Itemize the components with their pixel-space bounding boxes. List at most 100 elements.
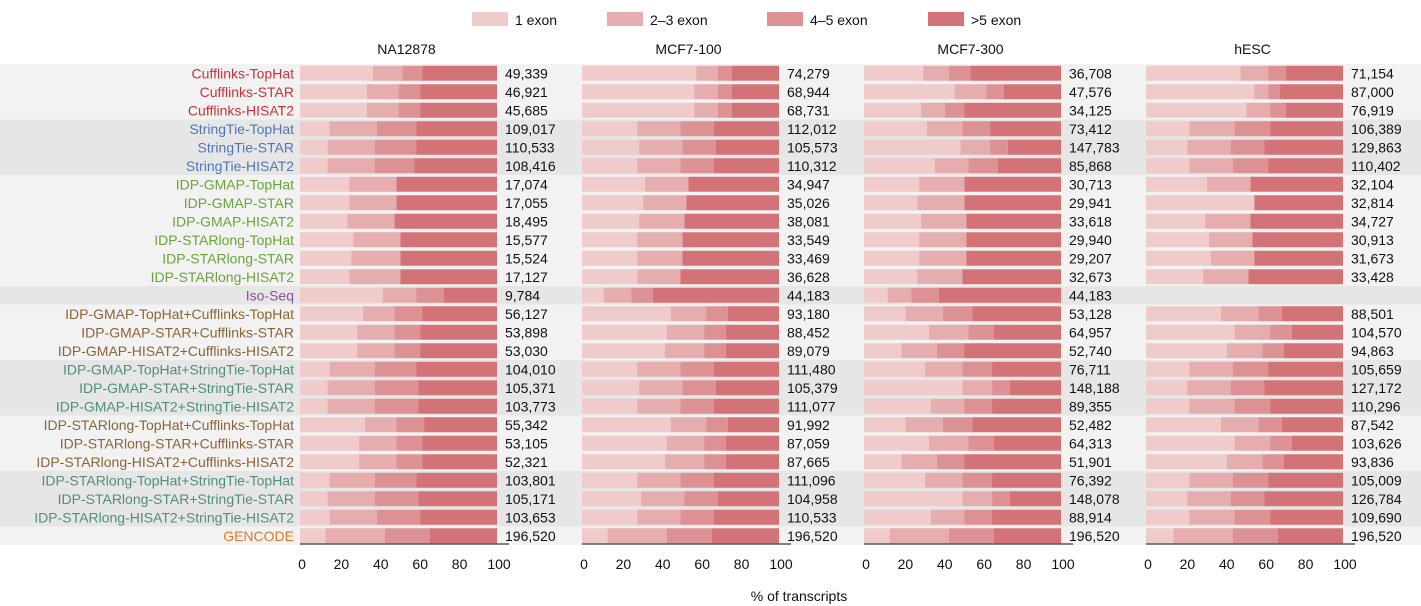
bar-segment [986, 84, 1004, 100]
bar-segment [696, 65, 718, 81]
bar-segment [713, 398, 779, 414]
bar-segment [666, 528, 713, 544]
value-label: 53,030 [505, 343, 548, 359]
bar-segment [992, 380, 1010, 396]
bar-segment [864, 139, 961, 155]
bar-segment [864, 195, 918, 211]
value-label: 103,801 [505, 472, 556, 488]
bar-segment [964, 398, 993, 414]
bar-segment [384, 528, 431, 544]
bar-segment [1146, 343, 1227, 359]
bar-segment [582, 380, 640, 396]
value-label: 47,576 [1069, 84, 1112, 100]
bar-segment [704, 435, 726, 451]
bar-segment [398, 102, 421, 118]
bar-segment [887, 287, 912, 303]
bar-segment [680, 361, 714, 377]
bar-segment [964, 195, 1061, 211]
bar-segment [731, 65, 779, 81]
bar-segment [1270, 324, 1292, 340]
x-tick-label: 80 [1298, 556, 1314, 572]
value-label: 53,898 [505, 324, 548, 340]
bar-segment [930, 398, 965, 414]
value-label: 34,727 [1351, 213, 1394, 229]
bar-segment [1254, 84, 1269, 100]
value-label: 196,520 [505, 528, 556, 544]
value-label: 110,296 [1351, 398, 1401, 414]
bar-segment [864, 324, 930, 340]
bar-segment [1009, 380, 1061, 396]
row-label: IDP-STARlong-STAR [162, 250, 294, 266]
bar-segment [1220, 306, 1259, 322]
value-label: 87,665 [787, 454, 830, 470]
bar-segment [300, 417, 366, 433]
value-label: 76,919 [1351, 102, 1394, 118]
bar-segment [300, 65, 373, 81]
bar-segment [925, 472, 963, 488]
x-tick-label: 100 [769, 556, 793, 572]
bar-segment [682, 380, 716, 396]
bar-segment [631, 287, 653, 303]
bar-segment [398, 84, 421, 100]
bar-segment [359, 435, 397, 451]
legend-item: >5 exon [928, 12, 1021, 28]
bar-segment [1146, 361, 1190, 377]
bar-segment [948, 65, 971, 81]
value-label: 109,017 [505, 121, 556, 137]
legend-swatch [928, 12, 964, 26]
bar-segment [1250, 176, 1343, 192]
bar-segment [420, 509, 497, 525]
x-tick-label: 0 [1144, 556, 1152, 572]
bar-segment [582, 509, 638, 525]
bar-segment [637, 250, 683, 266]
value-label: 34,947 [787, 176, 830, 192]
value-label: 87,059 [787, 435, 830, 451]
value-label: 110,533 [505, 139, 555, 155]
value-label: 105,659 [1351, 361, 1402, 377]
bar-segment [964, 343, 1061, 359]
value-label: 32,673 [1069, 269, 1112, 285]
bar-segment [582, 158, 638, 174]
bar-segment [1283, 343, 1343, 359]
bar-segment [917, 269, 963, 285]
bar-segment [376, 509, 421, 525]
value-label: 33,428 [1351, 269, 1394, 285]
bar-segment [1220, 417, 1259, 433]
value-label: 29,940 [1069, 232, 1112, 248]
row-label: IDP-GMAP-STAR+StringTie-STAR [79, 380, 294, 396]
bar-segment [1146, 306, 1221, 322]
bar-segment [962, 380, 993, 396]
bar-segment [717, 102, 732, 118]
value-label: 127,172 [1351, 380, 1402, 396]
x-tick-label: 80 [734, 556, 750, 572]
bar-segment [582, 213, 640, 229]
bar-segment [603, 287, 632, 303]
row-label: IDP-STARlong-HISAT2+Cufflinks-HISAT2 [36, 454, 294, 470]
bar-segment [966, 213, 1061, 229]
value-label: 17,055 [505, 195, 548, 211]
value-label: 32,814 [1351, 195, 1394, 211]
x-tick-label: 0 [862, 556, 870, 572]
bar-segment [372, 65, 403, 81]
row-label: IDP-GMAP-TopHat+StringTie-TopHat [63, 361, 294, 377]
bar-segment [682, 139, 716, 155]
bar-segment [300, 139, 328, 155]
bar-segment [864, 306, 906, 322]
bar-segment [1146, 398, 1190, 414]
bar-segment [684, 491, 718, 507]
bar-segment [1146, 380, 1188, 396]
value-label: 110,312 [787, 158, 837, 174]
bar-segment [731, 102, 779, 118]
bar-segment [966, 232, 1061, 248]
bar-segment [1146, 269, 1204, 285]
value-label: 52,740 [1069, 343, 1112, 359]
row-label: IDP-STARlong-STAR+StringTie-STAR [58, 491, 294, 507]
legend-label: >5 exon [971, 12, 1021, 28]
bar-segment [365, 417, 397, 433]
value-label: 93,836 [1351, 454, 1394, 470]
bar-segment [919, 250, 967, 266]
bar-segment [643, 195, 687, 211]
x-tick-label: 80 [1016, 556, 1032, 572]
bar-segment [704, 343, 726, 359]
bar-segment [1252, 232, 1343, 248]
